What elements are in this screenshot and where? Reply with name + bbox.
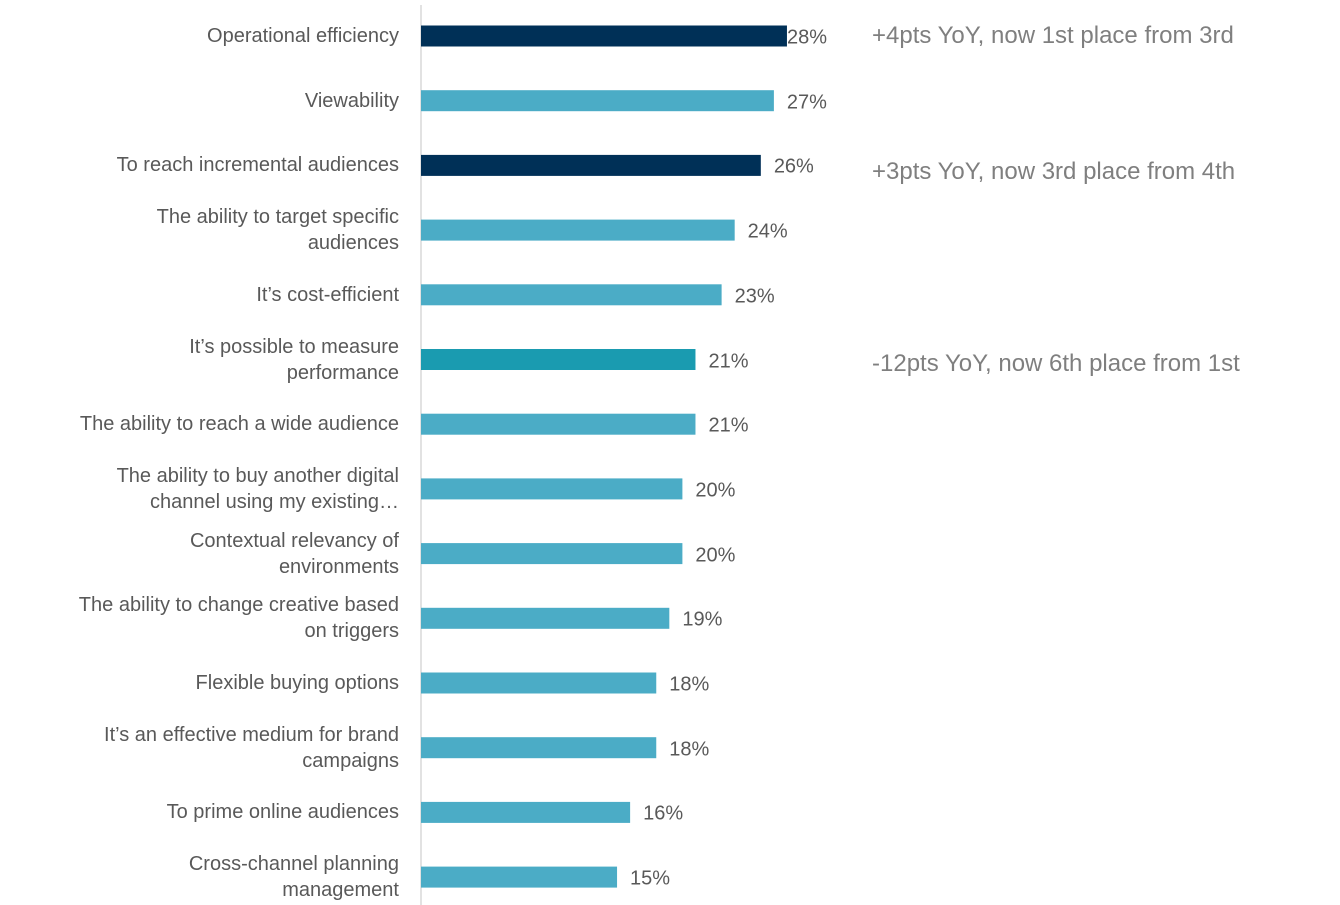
bar	[421, 219, 735, 241]
category-label: Contextual relevancy of environments	[189, 529, 399, 578]
value-label: 20%	[695, 479, 736, 502]
bar	[421, 543, 683, 565]
category-label: To prime online audiences	[166, 801, 399, 824]
bar	[421, 478, 683, 500]
category-label: To reach incremental audiences	[116, 154, 399, 177]
category-label: The ability to buy another digital chann…	[116, 464, 399, 513]
bar	[421, 90, 774, 112]
category-label: It’s an effective medium for brand campa…	[104, 723, 399, 772]
category-label: Flexible buying options	[195, 672, 399, 694]
category-label: It’s cost-efficient	[256, 283, 399, 306]
bar	[421, 284, 722, 306]
bar	[421, 672, 657, 694]
annotation: +4pts YoY, now 1st place from 3rd	[872, 22, 1234, 49]
bar	[421, 349, 696, 370]
value-label: 23%	[734, 285, 775, 308]
bar	[421, 413, 696, 435]
value-label: 15%	[630, 867, 671, 890]
category-label: Operational efficiency	[207, 25, 399, 47]
category-label: The ability to reach a wide audience	[79, 413, 399, 436]
annotation: -12pts YoY, now 6th place from 1st	[872, 350, 1240, 377]
value-label: 18%	[669, 738, 710, 761]
value-label: 16%	[643, 802, 684, 825]
value-label: 27%	[786, 91, 827, 114]
value-label: 21%	[708, 350, 749, 372]
value-label: 19%	[682, 608, 723, 631]
bar	[421, 25, 787, 47]
bar	[421, 801, 631, 823]
value-label: 24%	[747, 220, 788, 243]
value-label: 26%	[773, 155, 814, 178]
value-label: 21%	[708, 414, 749, 437]
value-label: 20%	[695, 544, 736, 567]
bar	[421, 866, 618, 888]
category-label: The ability to change creative based on …	[78, 594, 399, 643]
category-label: The ability to target specific audiences	[156, 206, 399, 255]
category-label: Viewability	[304, 89, 399, 112]
value-label: 18%	[669, 673, 710, 696]
bar	[421, 737, 657, 759]
annotation: +3pts YoY, now 3rd place from 4th	[872, 158, 1236, 185]
category-label: It’s possible to measure performance	[189, 335, 399, 384]
value-label: 28%	[786, 26, 827, 49]
bar	[421, 607, 670, 629]
category-label: Cross-channel planning management	[188, 853, 399, 902]
bar	[421, 154, 761, 176]
